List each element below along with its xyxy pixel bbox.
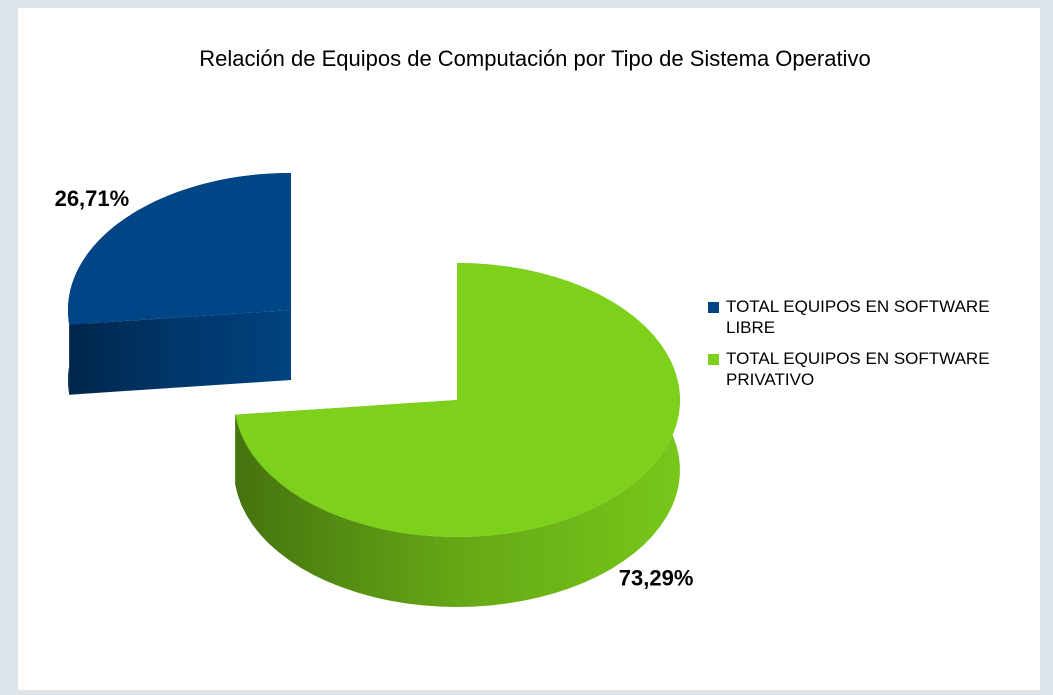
data-label: 26,71% [55,186,130,211]
legend-label: TOTAL EQUIPOS EN SOFTWARE PRIVATIVO [726,349,990,389]
slice [235,263,680,537]
slice-face-shade [69,310,291,395]
legend-item: TOTAL EQUIPOS EN SOFTWARE LIBRE [708,296,1038,338]
slice [68,173,291,325]
legend: TOTAL EQUIPOS EN SOFTWARE LIBRE TOTAL EQU… [708,296,1038,400]
data-label: 73,29% [619,566,694,591]
legend-swatch [708,354,719,365]
legend-label: TOTAL EQUIPOS EN SOFTWARE LIBRE [726,297,990,337]
legend-item: TOTAL EQUIPOS EN SOFTWARE PRIVATIVO [708,348,1038,390]
legend-swatch [708,302,719,313]
chart-title: Relación de Equipos de Computación por T… [199,46,870,71]
